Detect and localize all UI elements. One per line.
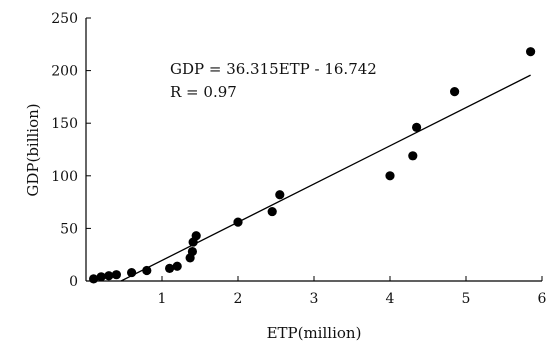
fit-line-group <box>120 74 531 282</box>
tick-labels: 0 50 100 150 200 250 1 2 3 4 5 6 <box>51 11 546 307</box>
y-tick-label: 0 <box>69 274 78 290</box>
data-point <box>165 263 175 273</box>
regression-equation: GDP = 36.315ETP - 16.742 <box>170 60 377 78</box>
x-tick-label: 5 <box>462 291 471 307</box>
data-point <box>111 270 121 280</box>
data-point <box>172 261 182 271</box>
y-tick-label: 50 <box>60 221 78 237</box>
x-tick-label: 2 <box>234 291 243 307</box>
data-point <box>412 122 422 133</box>
data-point <box>526 47 536 57</box>
data-point <box>187 246 197 257</box>
data-point <box>450 87 460 97</box>
x-tick-label: 3 <box>310 291 319 307</box>
y-tick-label: 250 <box>51 11 78 27</box>
y-axis-label: GDP(billion) <box>24 103 42 196</box>
data-points <box>89 47 536 284</box>
x-tick-label: 4 <box>386 291 395 307</box>
data-point <box>408 151 418 161</box>
data-point <box>191 231 201 241</box>
y-tick-label: 150 <box>51 116 78 132</box>
data-point <box>385 171 395 181</box>
x-tick-label: 1 <box>158 291 167 307</box>
x-axis-label: ETP(million) <box>267 324 362 342</box>
data-point <box>275 190 285 200</box>
data-point <box>142 265 152 276</box>
ticks <box>86 17 543 282</box>
data-point <box>233 217 243 227</box>
data-point <box>96 272 106 282</box>
data-point <box>267 206 277 217</box>
y-tick-label: 200 <box>51 64 78 80</box>
axes <box>85 18 542 282</box>
y-tick-label: 100 <box>51 169 78 185</box>
x-tick-label: 6 <box>538 291 547 307</box>
data-point <box>89 274 99 284</box>
data-point <box>104 271 114 281</box>
regression-line <box>120 74 531 282</box>
data-point <box>127 267 137 278</box>
correlation-coefficient: R = 0.97 <box>170 83 237 101</box>
